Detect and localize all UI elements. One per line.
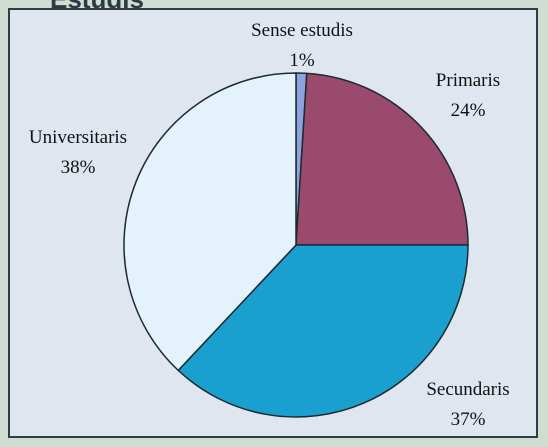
- slice-percent-label: 24%: [451, 100, 486, 121]
- slice-label: Sense estudis: [251, 20, 353, 41]
- slice-label: Universitaris: [29, 127, 127, 148]
- slice-percent-label: 38%: [61, 157, 96, 178]
- slice-label: Primaris: [436, 70, 500, 91]
- slice-label: Secundaris: [426, 379, 509, 400]
- slice-percent-label: 37%: [451, 409, 486, 430]
- pie-slice-universitaris: [123, 72, 297, 372]
- pie-slice-secundaris: [177, 244, 469, 418]
- slice-percent-label: 1%: [289, 50, 315, 71]
- pie-slice-primaris: [295, 72, 469, 246]
